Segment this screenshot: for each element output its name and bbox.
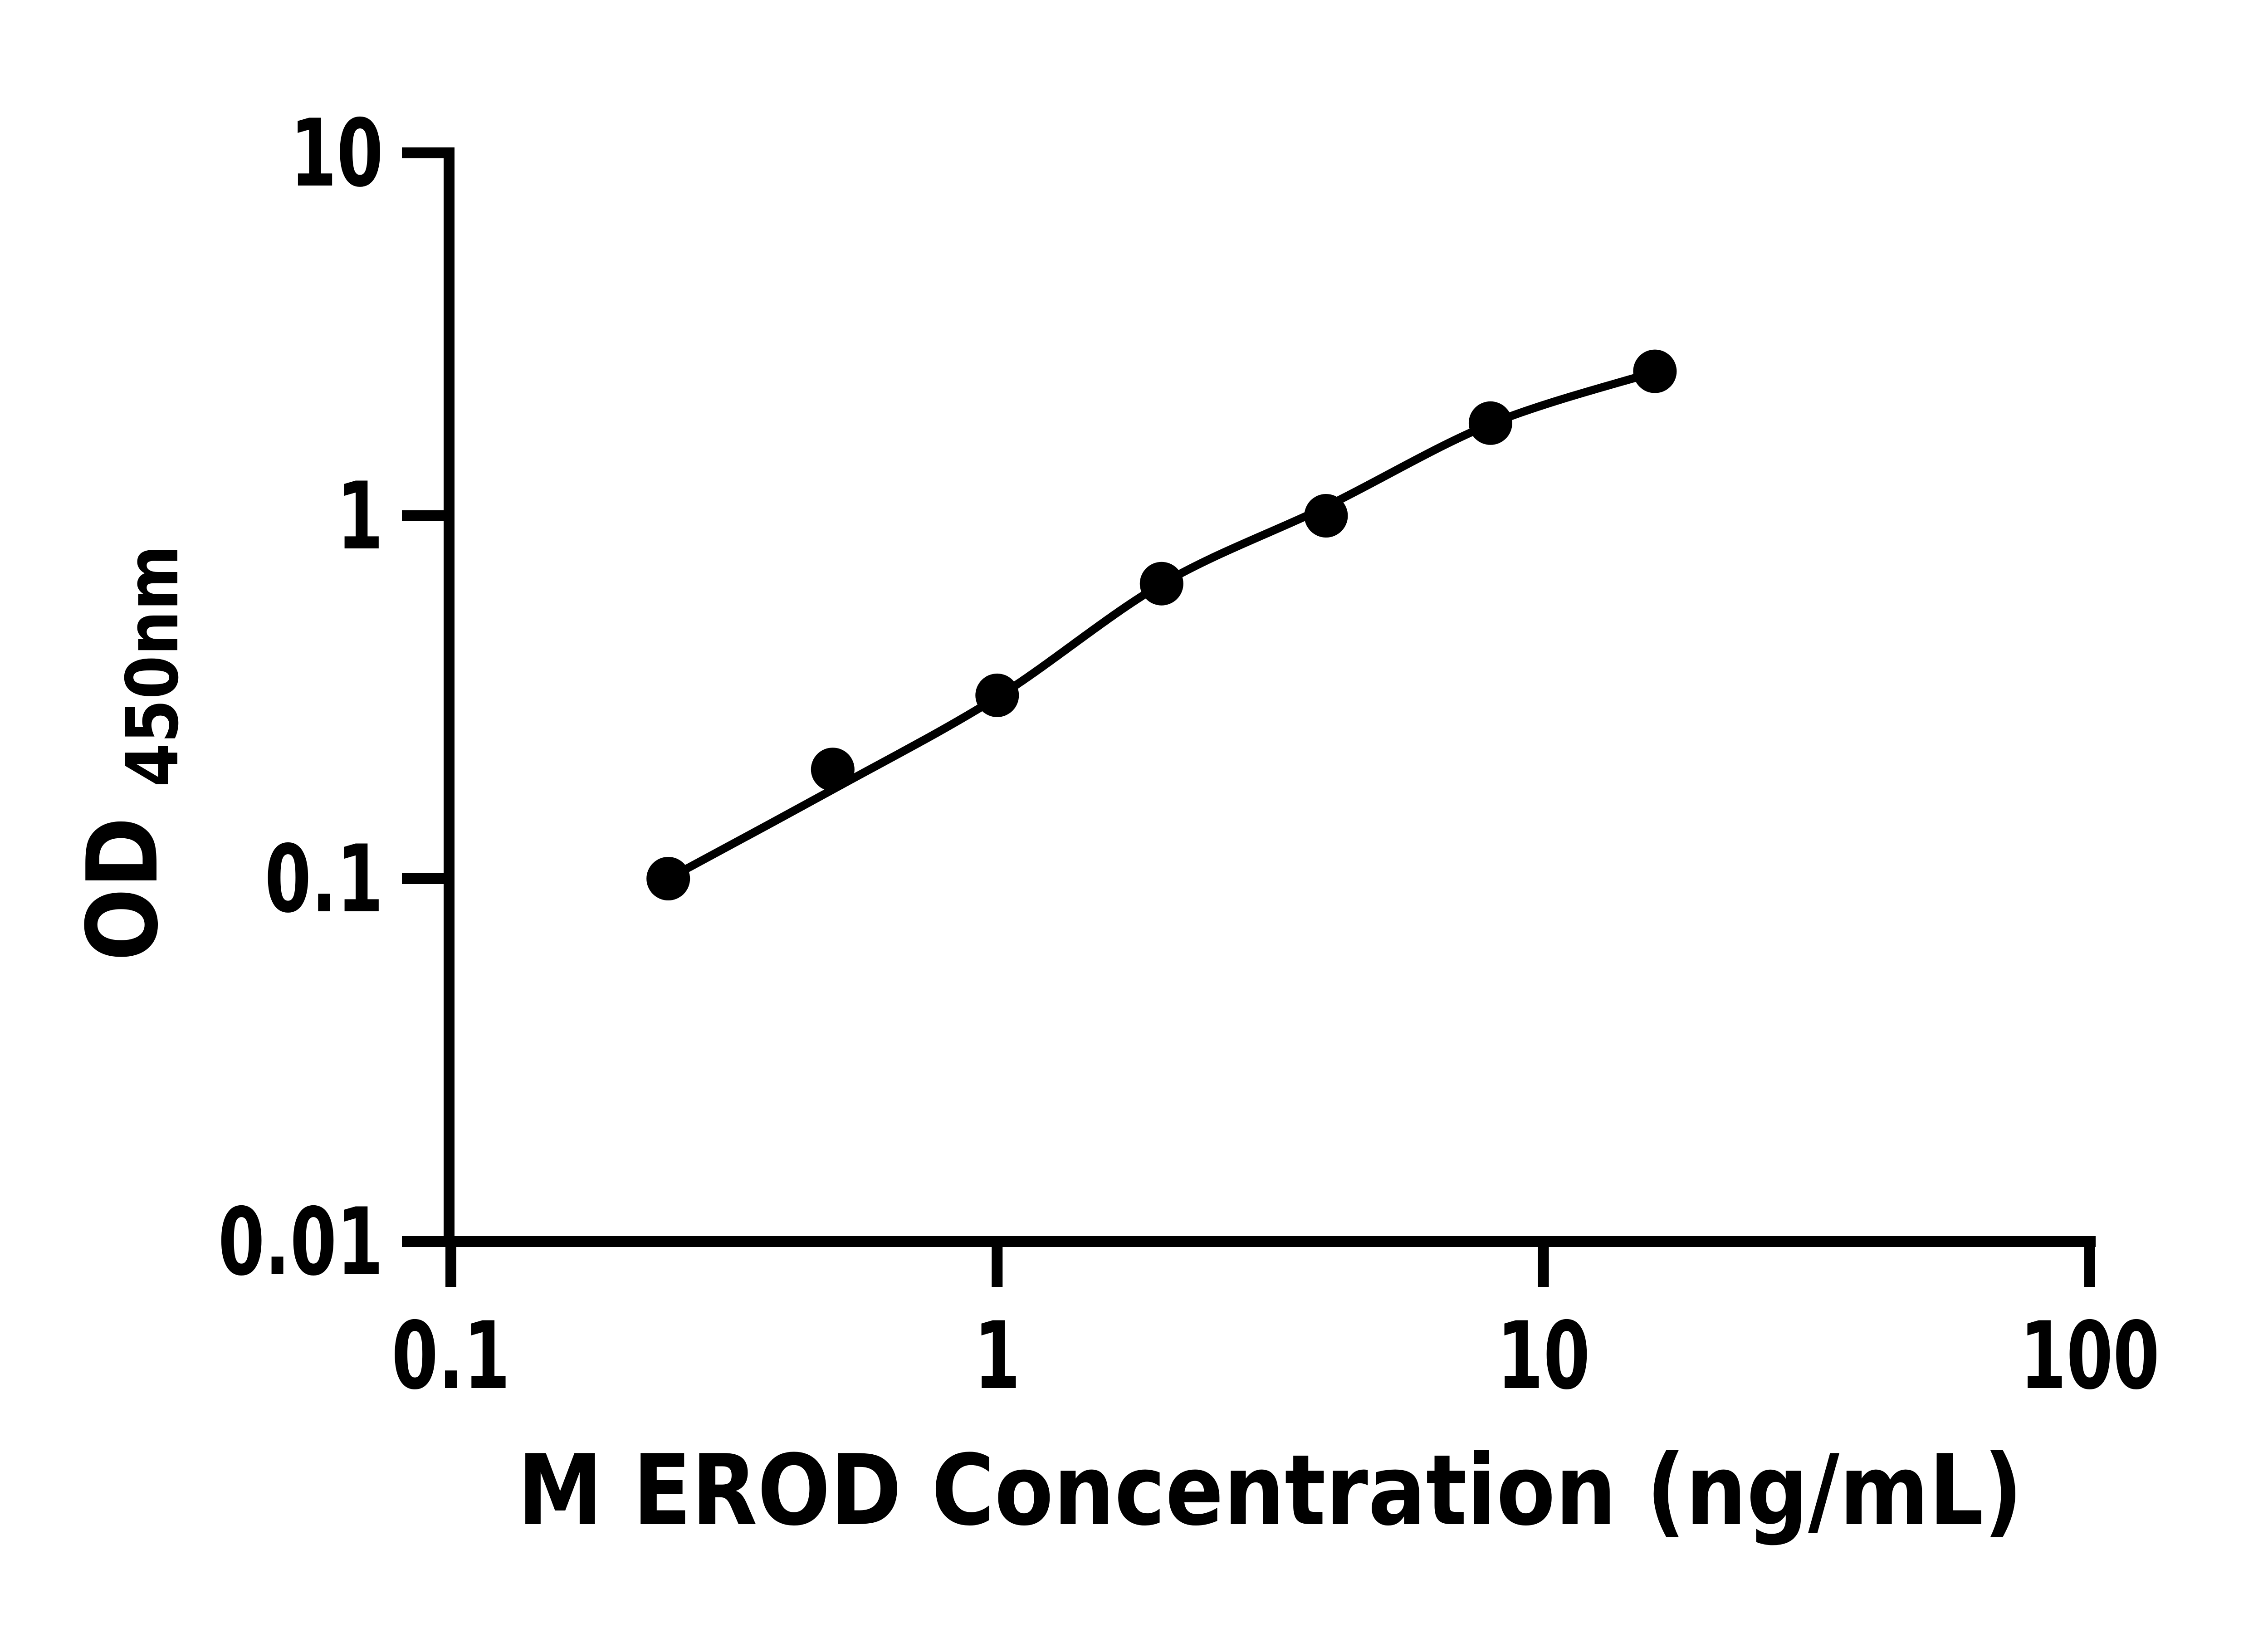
y-axis-title: OD 450nm [66, 545, 195, 961]
y-axis-ticks [402, 147, 449, 1247]
y-tick-label: 10 [290, 100, 383, 208]
data-points [646, 349, 1677, 900]
y-axis-title-subscript: 450nm [112, 545, 195, 787]
data-point [646, 857, 690, 900]
x-tick-label: 100 [2020, 1302, 2160, 1411]
x-axis-title: M EROD Concentration (ng/mL) [518, 1433, 2023, 1547]
y-tick-label: 1 [337, 463, 383, 571]
data-point [1304, 494, 1348, 538]
data-point [1633, 349, 1677, 393]
data-point [811, 748, 855, 792]
data-point [1139, 562, 1183, 606]
x-axis-tick-labels: 0.1 1 10 100 [391, 1302, 2160, 1411]
y-tick-label: 0.1 [265, 826, 383, 934]
data-point [1468, 401, 1512, 445]
y-tick-label: 0.01 [218, 1188, 383, 1297]
x-tick-label: 1 [974, 1302, 1021, 1411]
data-point [975, 673, 1019, 717]
x-axis-ticks [445, 1242, 2095, 1287]
y-axis-title-main: OD [66, 817, 180, 961]
y-axis-tick-labels: 10 1 0.1 0.01 [218, 100, 383, 1297]
x-tick-label: 0.1 [391, 1302, 510, 1411]
x-tick-label: 10 [1497, 1302, 1590, 1411]
